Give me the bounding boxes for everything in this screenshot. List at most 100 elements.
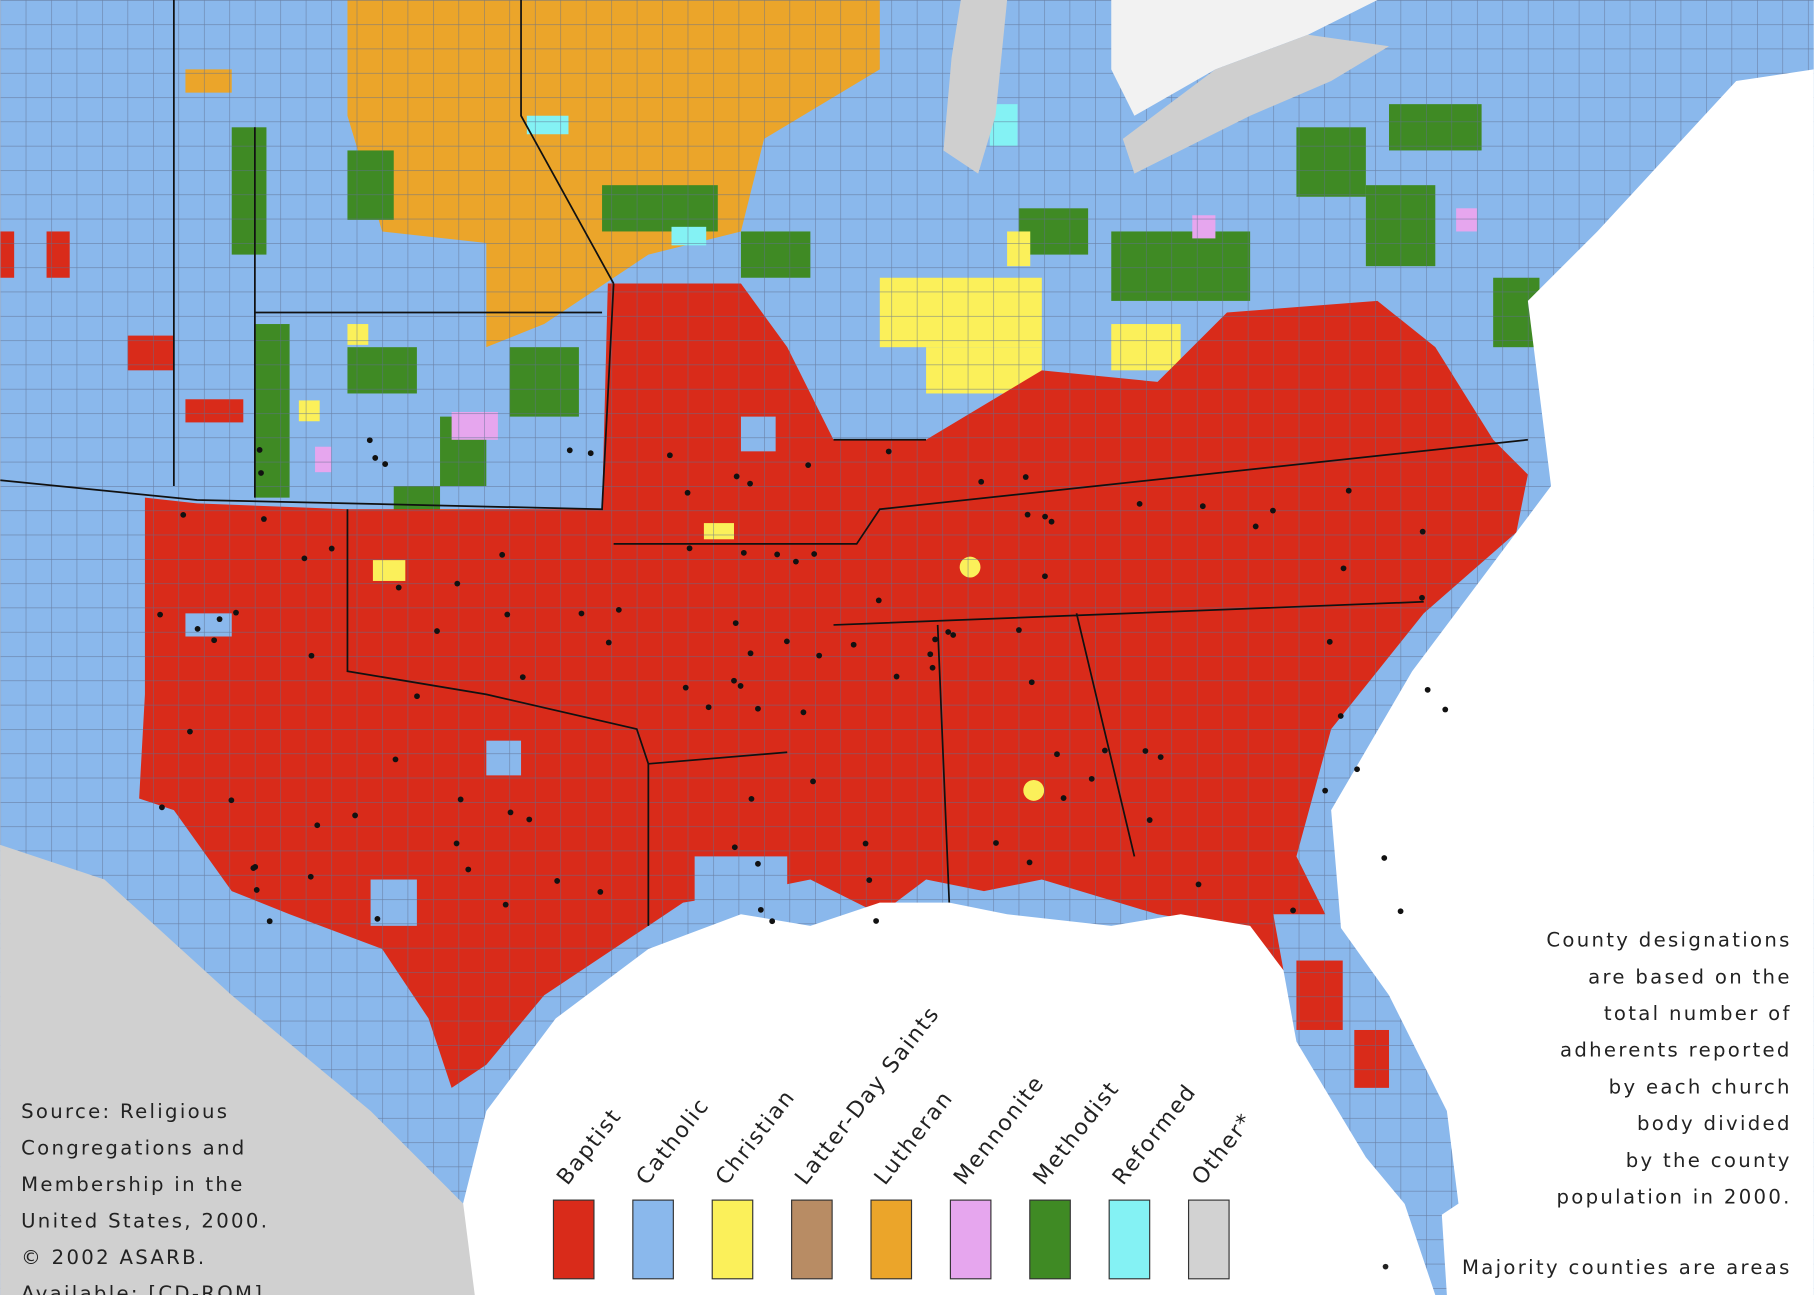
dot [875,597,882,604]
dot [731,677,737,684]
dot [1048,518,1055,525]
dot [507,809,514,816]
dot [1419,528,1426,535]
dot [1270,507,1276,514]
dot [950,632,957,638]
dot [893,673,900,680]
dot [256,447,263,453]
dot [1337,713,1344,719]
dot [1146,817,1153,823]
note-line: County designations [1546,929,1791,952]
source-line: Congregations and [21,1136,246,1159]
dot [732,620,739,626]
dot [862,840,869,847]
dot [587,450,594,457]
dot [705,704,712,711]
source-line: Membership in the [21,1173,245,1196]
dot [740,549,747,556]
note-line: body divided [1637,1112,1792,1135]
dot [932,636,939,643]
dot [1340,565,1347,572]
dot [1290,907,1296,914]
dot [774,551,781,558]
dot [805,462,812,469]
dot [352,812,358,819]
legend-swatch [632,1199,674,1280]
dot [993,840,999,846]
dot [737,683,744,689]
lake-erie-ontario [1122,34,1390,174]
dot [1326,638,1333,645]
legend-swatch [1108,1199,1151,1280]
dot [1199,503,1206,510]
dot [382,461,389,467]
dot [499,551,506,558]
dot [1024,511,1031,518]
dot [684,489,691,496]
dot [850,641,857,648]
dot [1345,487,1352,494]
dot [372,455,379,461]
note-line: by the county [1626,1149,1792,1172]
legend-swatch [1029,1199,1071,1280]
dot [374,915,381,922]
dot [1022,474,1029,480]
dot [605,639,612,646]
dot [927,651,934,658]
dot [1157,754,1164,760]
dot [1419,594,1425,601]
dot [1026,859,1033,866]
dot [747,650,754,657]
dot [504,611,511,618]
dot [816,652,823,659]
dot [731,844,738,851]
note-line: population in 2000. [1556,1185,1791,1208]
dot [314,822,321,829]
dot [434,628,440,634]
source-line: Available: [CD-ROM] [21,1282,264,1295]
dot [1042,573,1048,580]
legend-swatch [791,1199,833,1280]
dot [1424,686,1431,693]
legend-swatch [949,1199,992,1280]
legend-swatch [1187,1199,1230,1280]
dot [682,684,689,691]
dot [757,906,764,913]
dot [194,625,201,632]
dot [502,901,509,908]
dot [250,865,257,871]
note-line: total number of [1604,1002,1792,1025]
dot [395,584,402,591]
note-line: are based on the [1588,965,1792,988]
dot [811,551,818,557]
dot [566,447,573,454]
gulf [440,902,1436,1295]
dot [885,448,892,455]
dot [1102,747,1108,754]
dot [1195,881,1202,888]
dot [597,889,604,895]
dot [1088,775,1095,782]
dot [873,918,879,924]
source-line: United States, 2000. [21,1209,269,1232]
dot [747,480,753,487]
dot [453,840,460,847]
dot [769,918,776,925]
dot [519,674,526,681]
dot [187,728,193,735]
dot [1397,908,1404,915]
dot [1354,766,1360,773]
dot [615,606,622,613]
dot [578,610,585,617]
dot [366,437,373,444]
dot [228,797,235,804]
dot [1136,500,1143,507]
dot [800,709,807,716]
dot [266,918,273,925]
atlantic [1331,69,1814,1295]
dot [253,887,260,893]
dot [233,609,239,616]
